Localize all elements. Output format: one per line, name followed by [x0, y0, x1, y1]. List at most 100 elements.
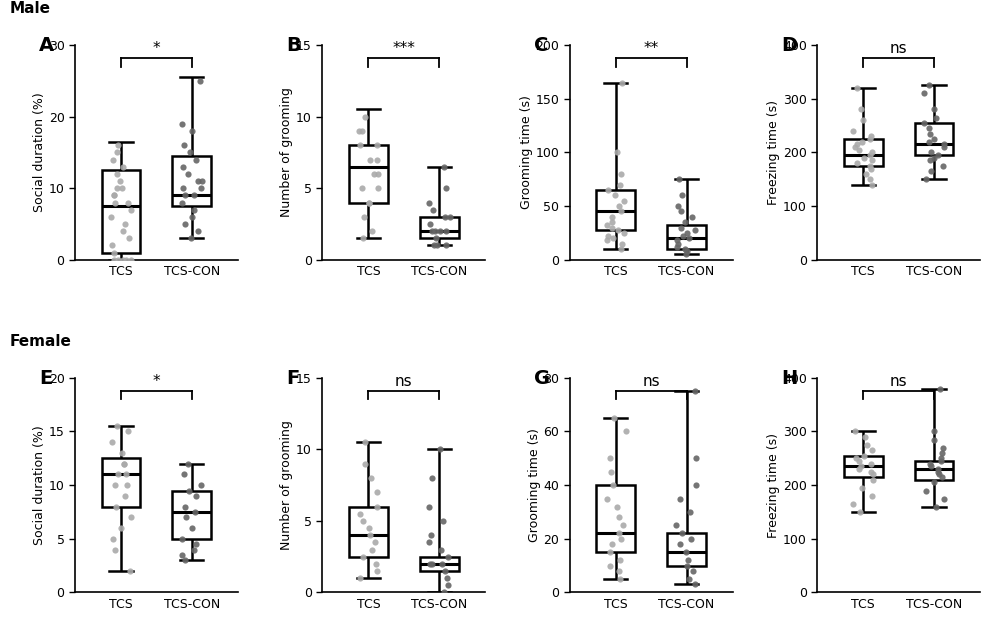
Point: [175, 162, 191, 172]
Point: [682, 507, 698, 517]
Point: [854, 137, 870, 147]
Point: [361, 197, 377, 207]
Point: [863, 131, 879, 142]
Point: [926, 153, 942, 163]
Point: [926, 134, 942, 144]
Point: [369, 487, 385, 497]
Point: [174, 550, 190, 560]
Point: [685, 566, 701, 576]
Text: F: F: [287, 369, 300, 388]
Point: [918, 174, 934, 184]
Point: [679, 228, 695, 238]
Bar: [349, 146, 388, 202]
Point: [599, 235, 615, 245]
Point: [603, 466, 619, 477]
Text: ns: ns: [890, 41, 907, 56]
Bar: [596, 190, 635, 230]
Bar: [915, 123, 953, 155]
Point: [684, 212, 700, 222]
Point: [926, 426, 942, 437]
Point: [428, 233, 444, 243]
Point: [117, 491, 133, 501]
Point: [864, 491, 880, 501]
Text: ns: ns: [642, 374, 660, 388]
Point: [853, 104, 869, 115]
Point: [928, 112, 944, 122]
Point: [606, 413, 622, 423]
Point: [432, 226, 448, 236]
Point: [681, 574, 697, 584]
Y-axis label: Grooming time (s): Grooming time (s): [520, 95, 533, 209]
Point: [106, 190, 122, 200]
Point: [670, 238, 686, 249]
Point: [429, 240, 445, 251]
Point: [363, 473, 379, 483]
Point: [107, 544, 123, 554]
Point: [121, 233, 137, 243]
Point: [369, 566, 385, 576]
Bar: [844, 456, 883, 477]
Point: [110, 469, 126, 480]
Point: [436, 587, 452, 598]
Point: [849, 139, 865, 149]
Point: [120, 426, 136, 437]
Point: [188, 155, 204, 165]
Text: Female: Female: [10, 334, 72, 349]
Point: [864, 147, 880, 158]
Point: [854, 483, 870, 493]
Point: [123, 205, 139, 215]
Point: [679, 246, 695, 256]
Point: [602, 547, 618, 558]
Point: [611, 528, 627, 538]
Bar: [420, 556, 459, 571]
Point: [862, 174, 878, 184]
Point: [934, 472, 950, 482]
Point: [674, 528, 690, 538]
Point: [123, 512, 139, 522]
Point: [855, 115, 871, 126]
Point: [936, 142, 952, 152]
Point: [849, 83, 865, 93]
Y-axis label: Social duration (%): Social duration (%): [33, 425, 46, 545]
Point: [123, 254, 139, 265]
Text: D: D: [781, 37, 798, 55]
Point: [357, 459, 373, 469]
Point: [930, 464, 946, 474]
Point: [186, 190, 202, 200]
Text: **: **: [644, 41, 659, 56]
Point: [437, 566, 453, 576]
Point: [921, 137, 937, 147]
Point: [935, 161, 951, 171]
Point: [605, 480, 621, 490]
Point: [370, 169, 386, 179]
Point: [352, 140, 368, 151]
Point: [184, 126, 200, 136]
Point: [678, 547, 694, 558]
Point: [679, 560, 695, 571]
Point: [613, 534, 629, 544]
Point: [615, 520, 631, 531]
Point: [352, 573, 368, 583]
Text: B: B: [287, 37, 301, 55]
Point: [104, 240, 120, 251]
Point: [115, 226, 131, 236]
Point: [177, 219, 193, 229]
Point: [357, 437, 373, 448]
Point: [422, 219, 438, 229]
Point: [922, 155, 938, 166]
Point: [922, 129, 938, 139]
Point: [604, 217, 620, 227]
Point: [687, 580, 703, 590]
Point: [936, 493, 952, 504]
Point: [614, 77, 630, 88]
Point: [933, 453, 949, 464]
Point: [916, 118, 932, 128]
Point: [857, 431, 873, 442]
Point: [424, 559, 440, 569]
Point: [673, 222, 689, 232]
Point: [438, 240, 454, 251]
Point: [613, 206, 629, 216]
Point: [424, 226, 440, 236]
Point: [122, 566, 138, 576]
Point: [110, 254, 126, 265]
